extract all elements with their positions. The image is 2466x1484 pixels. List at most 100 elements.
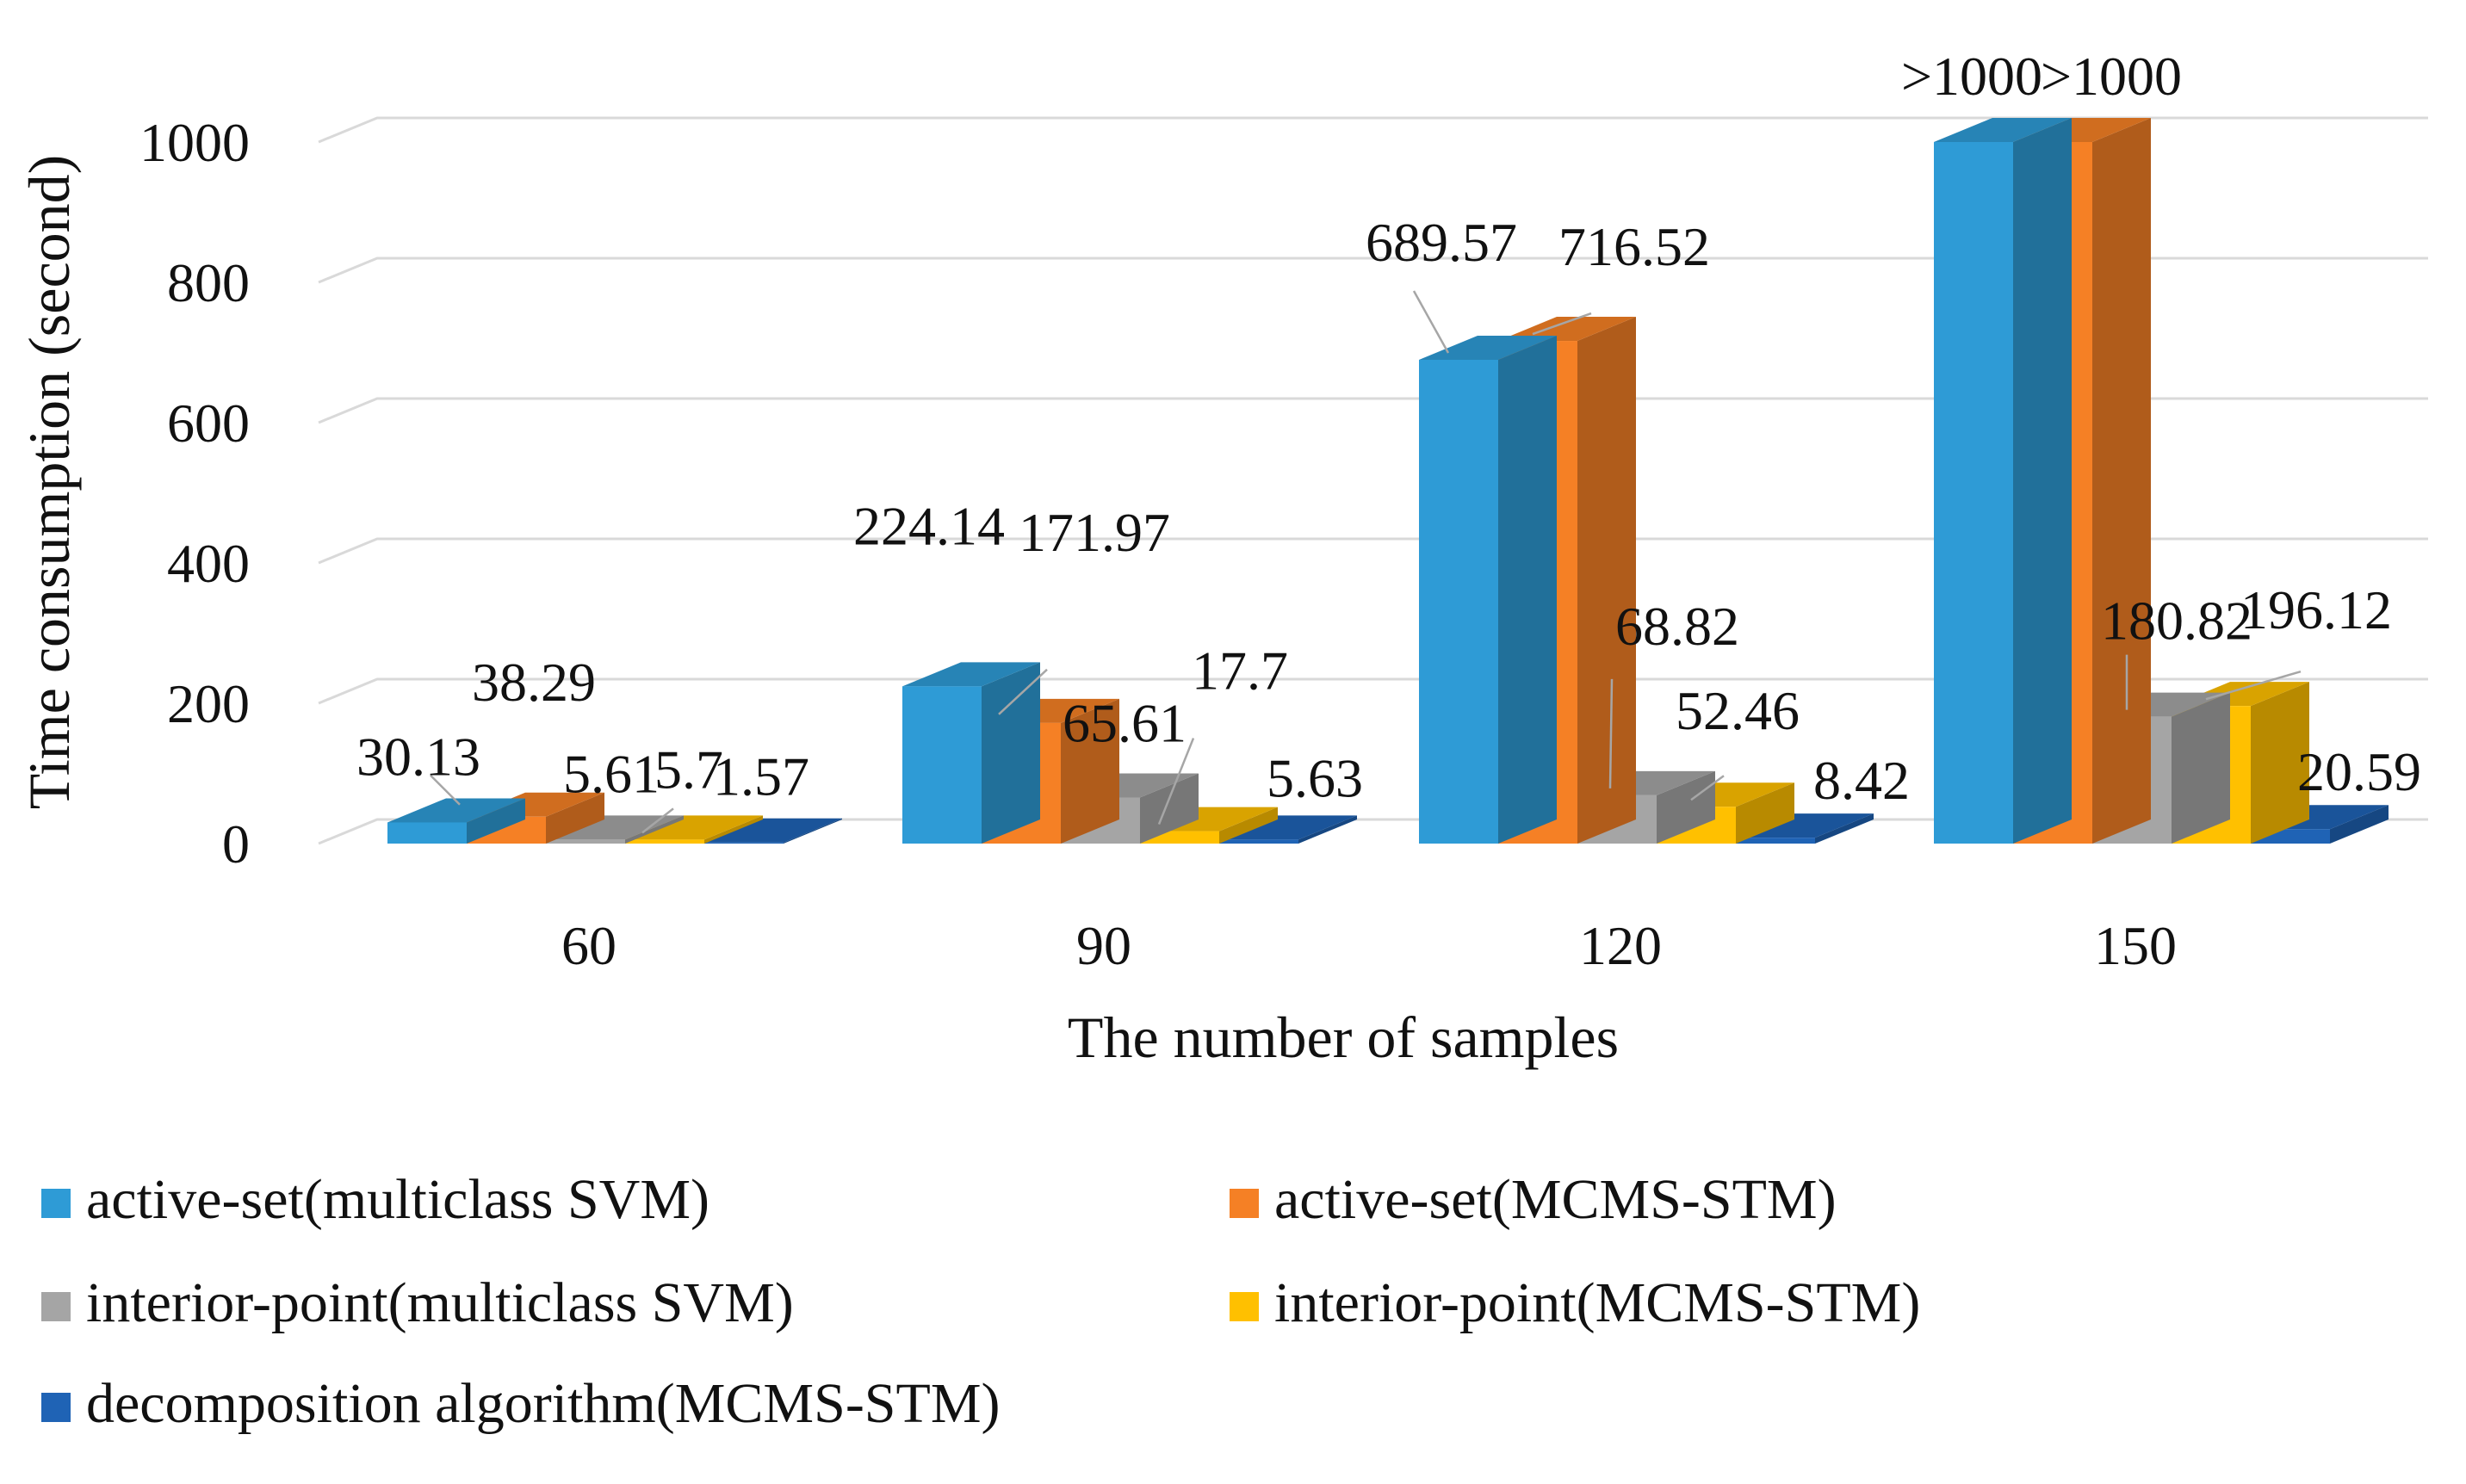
legend-item-active-set-multiclass-svm: active-set(multiclass SVM): [41, 1168, 709, 1231]
bar-decomposition-algorithm-mcms-stm-60: [704, 818, 842, 844]
legend-swatch: [41, 1189, 71, 1218]
legend-swatch: [41, 1292, 71, 1321]
bar-side-face: [1140, 773, 1199, 844]
data-labels: 30.13 38.29 5.615.71.57 224.14 171.97 65.6117…: [356, 46, 2421, 811]
bar-side-face: [784, 818, 842, 844]
data-label-active-set-mcms-stm-90: 171.97: [1019, 502, 1170, 563]
x-tick-label: 60: [561, 915, 616, 976]
bar-top-face: [704, 818, 842, 843]
bar-top-face: [1736, 813, 1874, 838]
data-label-interior-point-mcms-stm-90: 17.7: [1192, 640, 1288, 702]
data-label-interior-point-multiclass-svm-120: 68.82: [1615, 596, 1739, 657]
bar-active-set-multiclass-svm-120: [1419, 336, 1557, 844]
bar-side-face: [546, 792, 604, 844]
data-label-decomposition-algorithm-mcms-stm-90: 5.63: [1267, 747, 1363, 808]
legend-label: interior-point(multiclass SVM): [86, 1271, 794, 1334]
legend-label: decomposition algorithm(MCMS-STM): [86, 1372, 1000, 1435]
data-label-active-set-multiclass-svm-60: 30.13: [356, 726, 480, 787]
data-label-interior-point-multiclass-svm-90: 65.61: [1063, 693, 1187, 754]
data-label-decomposition-algorithm-mcms-stm-150: 20.59: [2297, 741, 2421, 802]
data-label-interior-point-mcms-stm-150: 196.12: [2240, 579, 2392, 640]
y-tick-label: 800: [167, 252, 250, 313]
data-label-interior-point-multiclass-svm-150: 180.82: [2101, 591, 2252, 652]
bar-top-face: [625, 815, 763, 840]
bar-side-face: [1298, 815, 1357, 844]
x-tick-label: 90: [1076, 915, 1131, 976]
legend-label: interior-point(MCMS-STM): [1274, 1271, 1920, 1334]
bar-front-face: [625, 839, 704, 844]
data-label-active-set-multiclass-svm-120: 689.57: [1366, 212, 1517, 273]
bar-front-face: [546, 839, 625, 844]
leader-line: [1532, 312, 1592, 336]
bar-side-face: [982, 662, 1040, 844]
bar-active-set-multiclass-svm-150: [1934, 118, 2072, 844]
bar-top-face: [1498, 317, 1636, 342]
bar-side-face: [704, 815, 763, 844]
data-label-interior-point-multiclass-svm-60: 5.61: [563, 743, 660, 804]
label-leaders: [430, 290, 2302, 834]
bar-side-face: [2092, 118, 2151, 844]
x-axis-ticks: 60 90 120 150: [561, 915, 2177, 976]
legend-swatch: [1230, 1292, 1259, 1321]
bar-front-face: [1219, 839, 1298, 844]
bar-active-set-multiclass-svm-90: [902, 662, 1040, 844]
leader-line: [430, 774, 461, 806]
legend-item-active-set-mcms-stm: active-set(MCMS-STM): [1230, 1168, 1837, 1231]
leader-line: [1690, 775, 1725, 801]
bar-side-face: [1061, 698, 1119, 844]
bar-top-face: [1934, 118, 2072, 142]
data-label-active-set-mcms-stm-60: 38.29: [472, 652, 596, 713]
bar-top-face: [1219, 815, 1357, 840]
data-label-interior-point-mcms-stm-120: 52.46: [1676, 680, 1800, 741]
bar-front-face: [704, 842, 784, 844]
y-tick-label: 400: [167, 533, 250, 594]
leader-line: [1412, 290, 1450, 354]
leader-line: [1157, 738, 1195, 825]
leader-line: [2205, 670, 2302, 701]
leader-line: [641, 807, 674, 834]
bar-interior-point-mcms-stm-60: [625, 815, 763, 844]
gridline-200: [318, 677, 2428, 705]
bar-decomposition-algorithm-mcms-stm-90: [1219, 815, 1357, 844]
data-label-decomposition-algorithm-mcms-stm-60: 1.57: [713, 746, 809, 807]
legend: active-set(multiclass SVM) active-set(MCM…: [41, 1168, 1920, 1435]
legend-item-interior-point-multiclass-svm: interior-point(multiclass SVM): [41, 1271, 794, 1334]
bar-side-face: [1657, 770, 1715, 844]
bar-top-face: [902, 662, 1040, 687]
bar-side-face: [2251, 682, 2309, 844]
gridline-800: [318, 257, 2428, 284]
x-tick-label: 150: [2094, 915, 2177, 976]
bar-side-face: [2013, 118, 2072, 844]
y-axis-title: Time consumption (second): [16, 155, 82, 810]
data-label-decomposition-algorithm-mcms-stm-120: 8.42: [1813, 750, 1910, 811]
bar-front-face: [902, 686, 982, 844]
bar-side-face: [1815, 813, 1874, 844]
bar-side-face: [467, 798, 525, 844]
legend-swatch: [1230, 1189, 1259, 1218]
gridline-600: [318, 397, 2428, 424]
bar-front-face: [387, 822, 467, 844]
bar-side-face: [1498, 336, 1557, 844]
x-axis-title: The number of samples: [1068, 1005, 1619, 1070]
bar-top-face: [546, 815, 684, 840]
bar-top-face: [387, 798, 525, 823]
bar-side-face: [1219, 807, 1278, 844]
bar-front-face: [1934, 142, 2013, 844]
bar-interior-point-multiclass-svm-60: [546, 815, 684, 844]
bar-side-face: [2172, 692, 2230, 844]
bar-top-face: [1419, 336, 1557, 361]
bar-front-face: [1736, 838, 1815, 844]
y-axis-ticks: 0 200 400 600 800 1000: [139, 112, 250, 875]
legend-item-decomposition-algorithm-mcms-stm: decomposition algorithm(MCMS-STM): [41, 1372, 1000, 1435]
bar-side-face: [1736, 782, 1794, 844]
data-label-active-set-multiclass-svm-150: >1000: [1901, 46, 2042, 107]
y-tick-label: 1000: [139, 112, 250, 173]
y-tick-label: 600: [167, 393, 250, 454]
y-tick-label: 200: [167, 673, 250, 734]
x-tick-label: 120: [1579, 915, 1662, 976]
legend-label: active-set(MCMS-STM): [1274, 1168, 1837, 1231]
bar-side-face: [625, 815, 684, 844]
gridline-400: [318, 537, 2428, 565]
leader-line: [998, 668, 1048, 715]
bars: [387, 118, 2389, 844]
